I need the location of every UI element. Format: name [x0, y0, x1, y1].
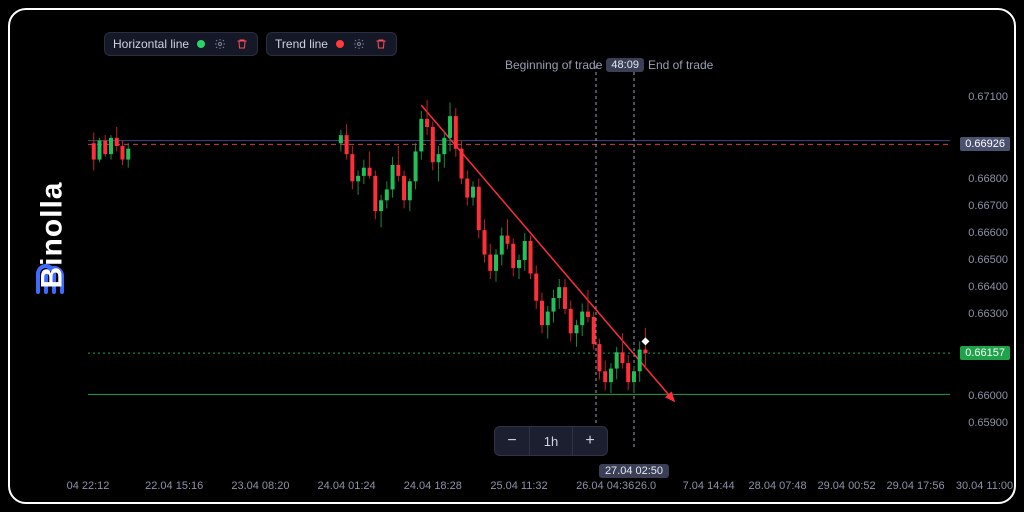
x-tick-label: 25.04 11:32 [490, 480, 547, 492]
trash-icon[interactable] [374, 37, 388, 51]
hline-price-label: 0.66926 [960, 137, 1010, 151]
x-tick-label: 04 22:12 [67, 480, 110, 492]
x-tick-label: 23.04 08:20 [231, 480, 289, 492]
y-tick-label: 0.65900 [968, 417, 1008, 429]
x-tick-label: 22.04 15:16 [145, 480, 203, 492]
chart-area[interactable]: Horizontal line Trend line [88, 10, 1014, 502]
brand-name: Binolla [35, 181, 69, 288]
tool-color-dot [336, 40, 344, 48]
y-tick-label: 0.66600 [968, 227, 1008, 239]
y-tick-label: 0.67100 [968, 91, 1008, 103]
timeframe-plus-button[interactable]: + [573, 427, 607, 455]
tool-label: Trend line [275, 37, 328, 51]
x-tick-label: 28.04 07:48 [749, 480, 807, 492]
drawing-toolbar: Horizontal line Trend line [104, 32, 397, 56]
y-tick-label: 0.66000 [968, 390, 1008, 402]
tool-horizontal-line[interactable]: Horizontal line [104, 32, 258, 56]
trade-window-label: Beginning of trade 48:09 End of trade [505, 58, 713, 72]
tool-label: Horizontal line [113, 37, 189, 51]
time-cursor-label: 27.04 02:50 [599, 464, 669, 478]
y-tick-label: 0.66800 [968, 173, 1008, 185]
x-tick-label: 30.04 11:00 [956, 480, 1013, 492]
x-tick-label: 24.04 01:24 [318, 480, 376, 492]
settings-icon[interactable] [213, 37, 227, 51]
y-tick-label: 0.66500 [968, 254, 1008, 266]
y-tick-label: 0.66300 [968, 308, 1008, 320]
x-tick-label: 7.04 14:44 [683, 480, 735, 492]
tool-color-dot [197, 40, 205, 48]
y-tick-label: 0.66700 [968, 200, 1008, 212]
trade-countdown: 48:09 [606, 58, 644, 72]
x-tick-label: 29.04 00:52 [817, 480, 875, 492]
price-cursor-label: 0.66157 [960, 346, 1010, 360]
x-tick-label: 29.04 17:56 [886, 480, 944, 492]
trade-begin-text: Beginning of trade [505, 58, 602, 72]
x-tick-label: 24.04 18:28 [404, 480, 462, 492]
brand-sidebar: Binolla [24, 10, 80, 502]
brand-logo-icon [34, 264, 70, 294]
timeframe-minus-button[interactable]: − [495, 427, 530, 455]
timeframe-control: − 1h + [494, 426, 608, 456]
trash-icon[interactable] [235, 37, 249, 51]
settings-icon[interactable] [352, 37, 366, 51]
timeframe-label[interactable]: 1h [530, 427, 573, 455]
y-tick-label: 0.66400 [968, 281, 1008, 293]
app-frame: Binolla Horizontal line Trend line [8, 8, 1016, 504]
trade-end-text: End of trade [648, 58, 713, 72]
x-tick-label: 26.0 [635, 480, 656, 492]
tool-trend-line[interactable]: Trend line [266, 32, 397, 56]
x-tick-label: 26.04 04:36 [576, 480, 634, 492]
